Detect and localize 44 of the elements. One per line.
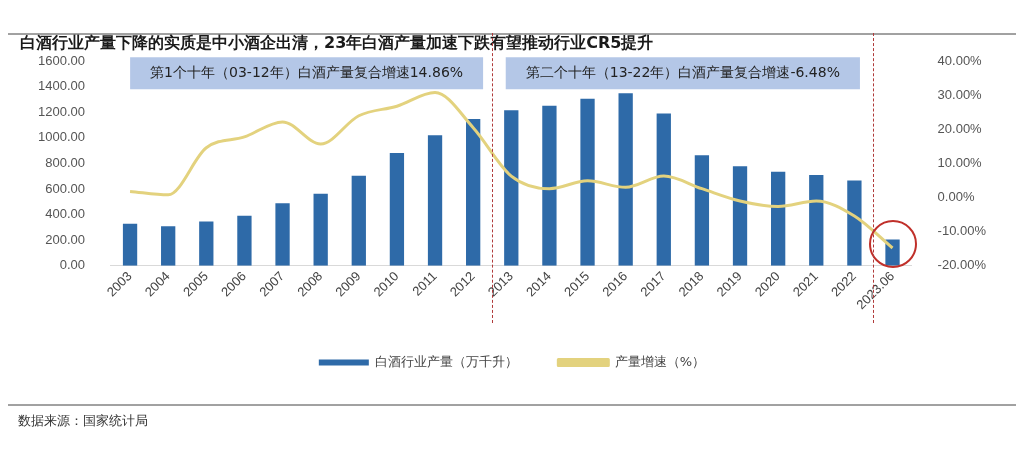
y-tick-label: 1600.00 <box>37 52 85 68</box>
bar <box>771 171 786 266</box>
bar <box>580 98 595 266</box>
annotation: 第二个十年（13-22年）白酒产量复合增速-6.48% <box>525 63 840 80</box>
bar <box>618 93 633 266</box>
y-tick-label: 200.00 <box>45 231 85 247</box>
legend-label: 白酒行业产量（万千升） <box>375 353 519 369</box>
chart-title: 白酒行业产量下降的实质是中小酒企出清，23年白酒产量加速下跌有望推动行业CR5提升 <box>20 32 654 52</box>
bar <box>389 152 405 266</box>
bar <box>542 105 557 266</box>
bar <box>199 221 214 266</box>
source-note: 数据来源：国家统计局 <box>18 413 148 429</box>
y2-tick-label: 20.00% <box>937 120 983 136</box>
y-tick-label: 1200.00 <box>37 103 85 119</box>
bar <box>122 223 138 266</box>
y-tick-label: 1400.00 <box>37 78 85 94</box>
bar <box>847 180 862 266</box>
y2-tick-label: 10.00% <box>937 155 983 171</box>
bar <box>809 174 824 266</box>
bar <box>351 175 366 266</box>
bar <box>466 118 481 266</box>
bar <box>313 193 328 266</box>
y2-tick-label: 40.00% <box>937 52 983 68</box>
y-tick-label: 1000.00 <box>37 129 85 145</box>
legend-label: 产量增速（%） <box>614 353 706 369</box>
bar <box>885 239 900 266</box>
bar <box>694 155 710 266</box>
bar <box>275 203 290 266</box>
y2-tick-label: -20.00% <box>937 257 987 273</box>
y2-tick-label: 30.00% <box>937 86 983 102</box>
bar <box>504 110 519 266</box>
bar <box>161 226 176 266</box>
y2-tick-label: -10.00% <box>937 223 987 239</box>
bar <box>732 166 748 266</box>
y-tick-label: 0.00 <box>59 257 85 273</box>
annotation: 第1个十年（03-12年）白酒产量复合增速14.86% <box>150 63 464 80</box>
y2-tick-label: 0.00% <box>937 189 975 205</box>
line-series <box>128 91 895 250</box>
y-tick-label: 600.00 <box>45 180 85 196</box>
bar <box>237 215 252 266</box>
y-tick-label: 400.00 <box>45 206 85 222</box>
bar <box>427 135 443 266</box>
y-tick-label: 800.00 <box>45 155 85 171</box>
bar <box>656 113 671 266</box>
